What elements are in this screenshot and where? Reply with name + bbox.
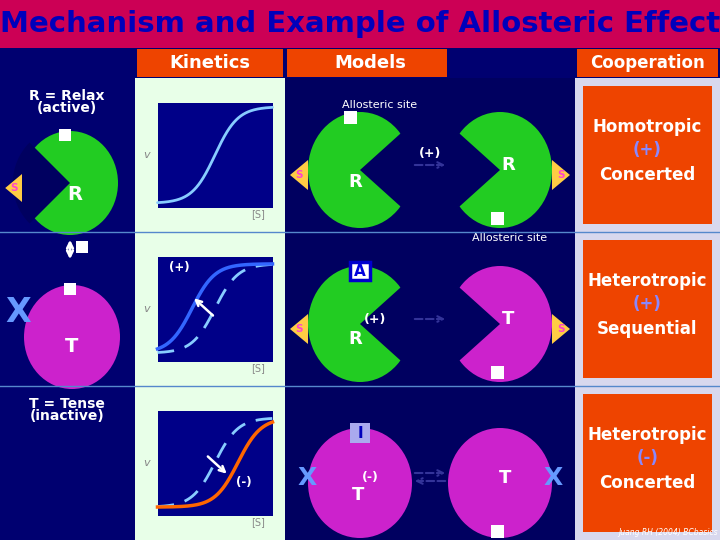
Text: Concerted: Concerted <box>599 474 696 492</box>
Text: v: v <box>143 304 150 314</box>
Polygon shape <box>290 160 308 190</box>
Text: S: S <box>295 170 302 180</box>
Ellipse shape <box>308 428 412 538</box>
Text: I: I <box>357 426 363 441</box>
Bar <box>285 232 575 386</box>
Bar <box>575 78 720 232</box>
Text: Concerted: Concerted <box>599 166 696 184</box>
Polygon shape <box>290 314 308 344</box>
Text: Models: Models <box>334 54 406 72</box>
Text: Allosteric site: Allosteric site <box>343 100 418 110</box>
Ellipse shape <box>448 266 552 382</box>
Text: X: X <box>5 295 31 328</box>
Text: v: v <box>143 150 150 160</box>
Bar <box>285 78 575 232</box>
Text: R: R <box>348 173 362 191</box>
Bar <box>577 49 718 77</box>
Text: R = Relax: R = Relax <box>30 89 104 103</box>
Text: S: S <box>295 324 302 334</box>
Wedge shape <box>13 143 70 224</box>
Wedge shape <box>436 127 500 213</box>
Text: (active): (active) <box>37 101 97 115</box>
Text: Mechanism and Example of Allosteric Effect: Mechanism and Example of Allosteric Effe… <box>0 10 720 38</box>
Bar <box>287 49 447 77</box>
Bar <box>158 256 272 361</box>
Text: (inactive): (inactive) <box>30 409 104 423</box>
Text: [S]: [S] <box>251 517 264 528</box>
Text: X: X <box>544 466 562 490</box>
Wedge shape <box>436 281 500 367</box>
Polygon shape <box>552 314 570 344</box>
Bar <box>135 232 285 386</box>
Text: (+): (+) <box>419 146 441 159</box>
Text: T: T <box>352 486 364 504</box>
Ellipse shape <box>448 112 552 228</box>
Bar <box>158 103 272 207</box>
Text: R: R <box>501 156 515 174</box>
Wedge shape <box>360 127 424 213</box>
Ellipse shape <box>308 266 412 382</box>
Bar <box>490 366 503 379</box>
Ellipse shape <box>24 285 120 389</box>
Text: Allosteric site: Allosteric site <box>472 233 548 243</box>
Text: R: R <box>68 186 83 205</box>
Bar <box>76 241 88 253</box>
Bar <box>285 386 575 540</box>
Text: Heterotropic: Heterotropic <box>588 272 707 290</box>
Bar <box>583 240 712 378</box>
Text: (+): (+) <box>169 260 190 273</box>
Bar <box>343 111 356 124</box>
Text: T = Tense: T = Tense <box>29 397 105 411</box>
Bar <box>583 86 712 224</box>
Bar <box>137 49 283 77</box>
Text: (+): (+) <box>633 141 662 159</box>
Text: (-): (-) <box>235 476 251 489</box>
Text: Heterotropic: Heterotropic <box>588 426 707 444</box>
Text: [S]: [S] <box>251 363 264 374</box>
Polygon shape <box>552 160 570 190</box>
Text: S: S <box>557 170 564 180</box>
Text: Juang RH (2004) BCbasics: Juang RH (2004) BCbasics <box>618 528 718 537</box>
Bar <box>0 386 135 540</box>
Text: X: X <box>297 466 317 490</box>
Text: T: T <box>66 338 78 356</box>
Text: (+): (+) <box>633 295 662 313</box>
Bar <box>575 386 720 540</box>
Text: Kinetics: Kinetics <box>169 54 251 72</box>
Bar <box>158 410 272 516</box>
Polygon shape <box>5 174 22 202</box>
Bar <box>0 78 135 232</box>
Bar <box>350 423 370 443</box>
Bar <box>490 212 503 225</box>
Text: (+): (+) <box>364 313 386 326</box>
Bar <box>575 232 720 386</box>
Bar <box>0 232 135 386</box>
Text: (-): (-) <box>636 449 658 467</box>
Bar <box>135 78 285 232</box>
Bar <box>135 386 285 540</box>
Wedge shape <box>360 281 424 367</box>
Text: (-): (-) <box>361 471 379 484</box>
Text: T: T <box>499 469 511 487</box>
Text: T: T <box>502 310 514 328</box>
Text: A: A <box>354 264 366 279</box>
Text: S: S <box>10 183 17 193</box>
Text: S: S <box>557 324 564 334</box>
Bar <box>490 524 503 537</box>
Bar <box>350 262 370 280</box>
Text: Cooperation: Cooperation <box>590 54 705 72</box>
Ellipse shape <box>22 131 118 235</box>
Bar <box>0 0 720 48</box>
Text: [S]: [S] <box>251 210 264 219</box>
Bar <box>59 129 71 141</box>
Ellipse shape <box>448 428 552 538</box>
Text: v: v <box>143 458 150 468</box>
Text: Sequential: Sequential <box>598 320 698 338</box>
Text: Homotropic: Homotropic <box>593 118 702 136</box>
Bar <box>583 394 712 532</box>
Text: R: R <box>348 330 362 348</box>
Ellipse shape <box>308 112 412 228</box>
Bar <box>64 283 76 295</box>
